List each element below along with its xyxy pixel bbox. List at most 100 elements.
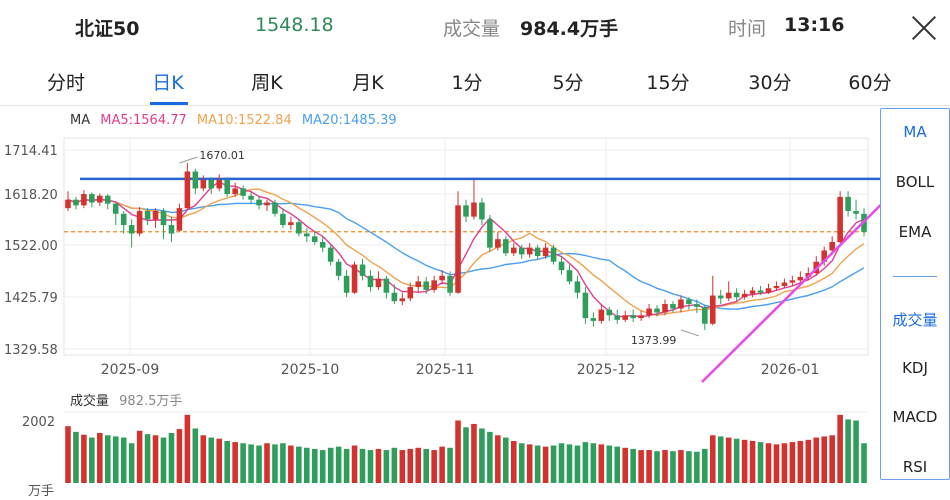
candle-body: [837, 196, 843, 242]
y-tick-label: 1425.79: [4, 291, 58, 306]
candle-body: [431, 280, 437, 290]
volume-bar: [781, 443, 788, 483]
indicator-volume[interactable]: 成交量: [892, 311, 938, 329]
candle-body: [845, 196, 851, 211]
candle-body: [192, 171, 199, 189]
volume-bar: [622, 447, 628, 483]
candle-body: [542, 247, 549, 257]
indicator-ema[interactable]: EMA: [898, 223, 932, 241]
candle-body: [311, 236, 318, 242]
indicator-boll[interactable]: BOLL: [895, 173, 935, 191]
volume-bar: [311, 448, 318, 483]
candle-body: [447, 275, 453, 293]
volume-bar: [304, 447, 310, 483]
candle-body: [264, 202, 270, 206]
volume-bar: [144, 434, 151, 483]
header: 北证50 1548.18 成交量 984.4万手 时间 13:16: [0, 0, 950, 52]
candle-body: [128, 225, 135, 234]
volume-bar: [359, 448, 366, 483]
candle-body: [455, 205, 461, 293]
tab-60min[interactable]: 60分: [848, 72, 892, 94]
candle-body: [335, 261, 342, 276]
index-price: 1548.18: [255, 14, 334, 36]
candle-body: [232, 188, 238, 195]
volume-bar: [526, 444, 533, 483]
tab-15min[interactable]: 15分: [646, 72, 690, 94]
volume-bar: [702, 448, 708, 483]
volume-bar: [81, 434, 87, 483]
candle-body: [248, 195, 254, 200]
volume-bar: [813, 437, 820, 483]
ma5-line: [67, 180, 865, 318]
y-tick-label: 1522.00: [4, 239, 58, 254]
volume-bar: [733, 438, 740, 483]
candle-body: [622, 315, 628, 320]
volume-bar: [439, 446, 445, 483]
x-tick-label: 2025-11: [416, 362, 475, 378]
volume-bar: [558, 443, 565, 483]
volume-bar: [391, 447, 398, 483]
volume-bar: [503, 437, 509, 483]
candle-body: [224, 179, 230, 195]
candle-body: [510, 247, 517, 254]
volume-bar: [256, 445, 262, 483]
volume-bar: [447, 447, 453, 483]
volume-bar: [176, 429, 183, 483]
y-tick-label: 1714.41: [4, 144, 58, 159]
ma10-line: [67, 188, 865, 317]
volume-legend: 成交量 982.5万手: [70, 390, 182, 409]
volume-bar: [128, 443, 135, 483]
indicator-macd[interactable]: MACD: [892, 408, 938, 426]
candle-body: [773, 285, 780, 289]
candle-body: [391, 292, 398, 302]
candle-body: [208, 179, 215, 189]
indicator-ma[interactable]: MA: [903, 123, 927, 141]
volume-bar: [89, 437, 95, 483]
candle-body: [136, 210, 143, 234]
volume-bar: [495, 435, 501, 483]
volume-bar: [582, 442, 589, 483]
y-tick-label: 1618.20: [4, 188, 58, 203]
volume-bar: [479, 428, 485, 483]
volume-bar: [383, 450, 390, 483]
volume-bar: [104, 435, 111, 483]
volume-bar: [678, 450, 684, 483]
tab-30min[interactable]: 30分: [748, 72, 792, 94]
candle-body: [359, 264, 366, 276]
indicator-kdj[interactable]: KDJ: [902, 359, 928, 377]
volume-bar: [574, 445, 581, 483]
volume-label: 成交量: [443, 18, 501, 40]
plot-frame: [63, 137, 869, 356]
candle-body: [200, 179, 207, 189]
volume-bar: [192, 428, 199, 483]
candle-body: [327, 247, 334, 262]
volume-bar: [335, 446, 342, 483]
indicator-rsi[interactable]: RSI: [902, 458, 928, 476]
volume-bar: [821, 436, 828, 483]
candle-body: [558, 261, 565, 271]
volume-bar: [415, 447, 422, 483]
volume-bar: [853, 420, 859, 483]
volume-bar: [598, 444, 605, 483]
candle-body: [741, 293, 748, 298]
tab-daily[interactable]: 日K: [152, 72, 184, 94]
volume-bar: [694, 451, 700, 483]
candle-body: [503, 239, 509, 254]
candle-body: [415, 281, 422, 288]
tab-weekly[interactable]: 周K: [251, 72, 283, 94]
tab-1min[interactable]: 1分: [451, 72, 483, 94]
volume-unit-label: 万手: [28, 484, 54, 499]
candle-body: [702, 306, 708, 324]
tab-monthly[interactable]: 月K: [352, 72, 384, 94]
volume-bar: [654, 451, 660, 483]
volume-bar: [709, 435, 716, 483]
tab-intraday[interactable]: 分时: [46, 72, 86, 94]
tab-5min[interactable]: 5分: [552, 72, 584, 94]
volume-bar: [375, 448, 382, 483]
candle-body: [81, 194, 87, 206]
candle-body: [160, 210, 167, 226]
volume-bar: [152, 435, 159, 483]
candle-body: [709, 295, 716, 324]
volume-bar: [327, 447, 334, 483]
candle-body: [765, 288, 772, 293]
